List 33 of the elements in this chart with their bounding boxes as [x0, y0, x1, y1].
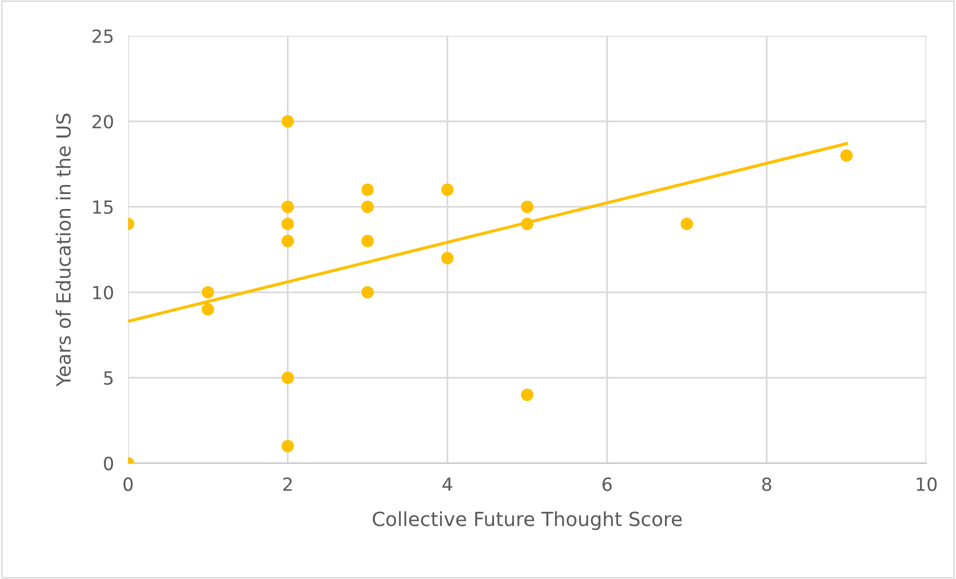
- point: [282, 234, 294, 248]
- point: [521, 388, 534, 402]
- x-tick-label: 8: [762, 477, 772, 492]
- point: [361, 234, 374, 248]
- point: [282, 218, 294, 230]
- y-tick-label: 10: [93, 286, 114, 300]
- point: [680, 218, 694, 230]
- point: [441, 184, 454, 196]
- point: [282, 440, 294, 452]
- point: [441, 252, 454, 264]
- point: [361, 200, 374, 214]
- point: [202, 286, 214, 298]
- x-tick-label: 0: [124, 477, 133, 492]
- y-tick-label: 15: [93, 200, 113, 214]
- point: [282, 372, 294, 384]
- x-axis-title: Collective Future Thought Score: [372, 511, 682, 530]
- point: [521, 200, 534, 214]
- y-tick-label: 20: [92, 114, 114, 128]
- y-axis-title: Years of Education in the US: [56, 114, 71, 387]
- point: [282, 115, 294, 128]
- x-tick-label: 2: [283, 477, 292, 491]
- point: [521, 218, 534, 230]
- point: [202, 303, 214, 316]
- x-tick-label: 10: [916, 477, 937, 492]
- point: [840, 149, 853, 162]
- y-tick-label: 25: [92, 29, 113, 44]
- point: [361, 184, 374, 196]
- y-tick-label: 0: [104, 456, 114, 470]
- point: [361, 286, 374, 298]
- y-tick-label: 5: [104, 371, 113, 385]
- x-tick-label: 4: [442, 478, 452, 491]
- point: [282, 200, 294, 214]
- x-tick-label: 6: [602, 477, 612, 492]
